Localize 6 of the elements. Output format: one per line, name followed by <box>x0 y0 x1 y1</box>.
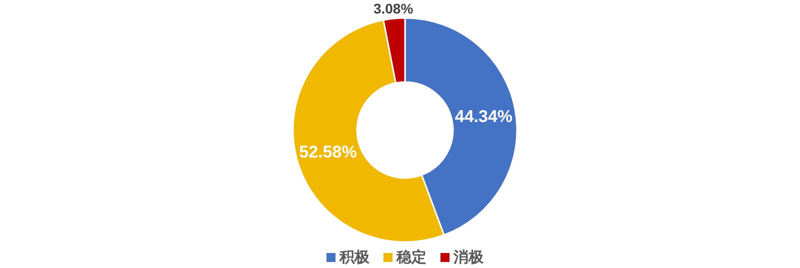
data-label: 3.08% <box>373 0 414 17</box>
legend-label: 稳定 <box>396 248 426 266</box>
legend-label: 消极 <box>452 249 484 266</box>
legend-label: 积极 <box>338 249 370 266</box>
data-label: 52.58% <box>299 142 357 162</box>
data-label: 44.34% <box>454 106 513 126</box>
